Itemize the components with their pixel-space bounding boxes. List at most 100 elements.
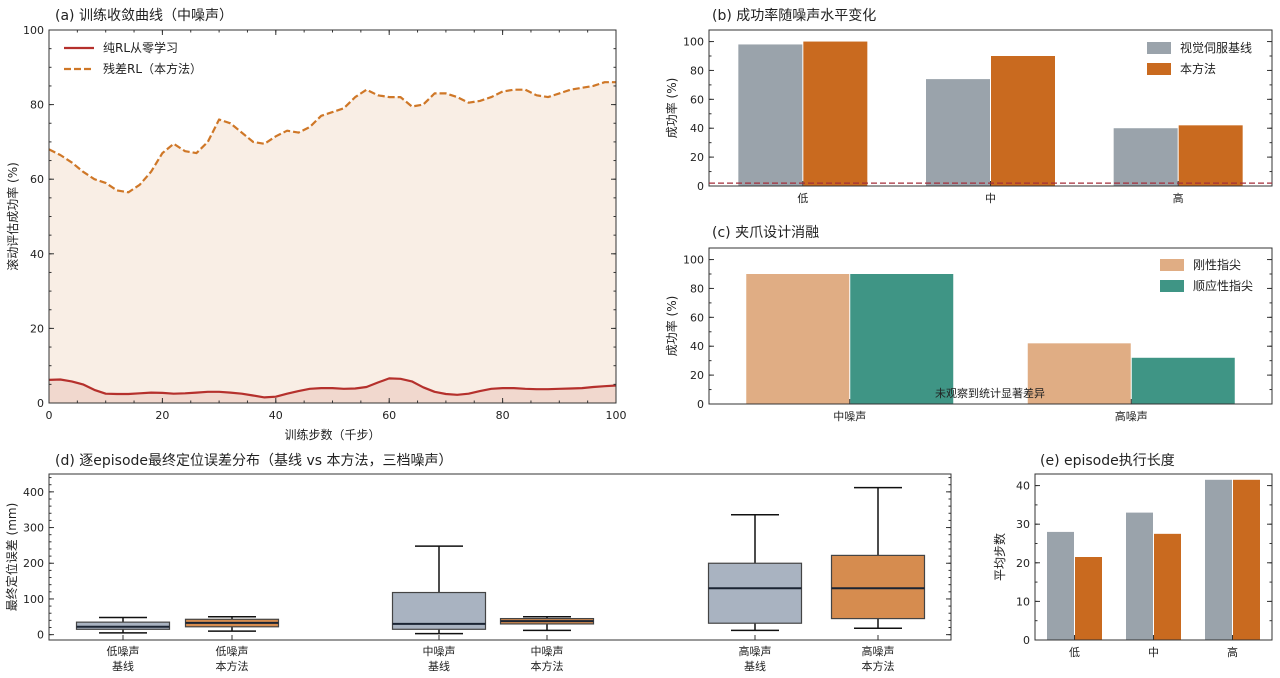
legend-swatch — [1160, 280, 1184, 292]
y-tick-label: 0 — [697, 398, 704, 411]
y-tick-label: 60 — [30, 173, 44, 186]
x-tick-label: 中 — [1148, 646, 1159, 659]
x-tick-label: 中噪声 — [833, 409, 866, 423]
panel-d-title: (d) 逐episode最终定位误差分布（基线 vs 本方法，三档噪声） — [55, 452, 453, 469]
x-tick-label: 中噪声 — [531, 644, 564, 658]
y-tick-label: 100 — [23, 593, 44, 606]
y-tick-label: 40 — [690, 340, 704, 353]
y-tick-label: 20 — [690, 151, 704, 164]
y-axis-label: 滚动评估成功率 (%) — [5, 162, 20, 271]
y-tick-label: 300 — [23, 522, 44, 535]
y-tick-label: 200 — [23, 557, 44, 570]
x-tick-label: 低噪声 — [216, 644, 249, 658]
x-tick-label: 高 — [1173, 191, 1184, 205]
legend-swatch — [1147, 42, 1171, 54]
x-axis-label: 训练步数（千步） — [284, 427, 380, 442]
y-tick-label: 0 — [37, 397, 44, 410]
plot-frame-c — [708, 247, 1273, 405]
box-iqr — [75, 621, 171, 630]
y-tick-label: 0 — [1023, 634, 1030, 647]
plot-frame-d — [48, 473, 952, 641]
panel-a-title: (a) 训练收敛曲线（中噪声） — [55, 8, 233, 24]
y-axis-label: 成功率 (%) — [664, 78, 679, 139]
x-tick-label: 低噪声 — [107, 644, 140, 658]
x-tick-label: 本方法 — [862, 659, 895, 673]
x-tick-label: 基线 — [112, 659, 134, 673]
y-axis-label: 平均步数 — [992, 533, 1007, 581]
bar-e-0-1 — [1126, 512, 1153, 640]
bar-e-1-1 — [1154, 533, 1181, 640]
bar-e-0-0 — [1047, 531, 1074, 640]
y-tick-label: 60 — [690, 93, 704, 106]
bar-b-1-2 — [1178, 125, 1243, 186]
x-tick-label: 基线 — [744, 659, 766, 673]
y-tick-label: 100 — [683, 254, 704, 267]
box-iqr — [707, 562, 803, 624]
bar-b-1-1 — [991, 56, 1055, 186]
x-tick-label: 100 — [606, 409, 627, 422]
bar-e-1-2 — [1233, 479, 1260, 640]
plot-frame-e — [1034, 473, 1273, 641]
y-tick-label: 20 — [1016, 557, 1030, 570]
y-tick-label: 0 — [697, 180, 704, 193]
x-tick-label: 本方法 — [216, 659, 249, 673]
legend-label: 顺应性指尖 — [1193, 278, 1253, 293]
x-tick-label: 中噪声 — [423, 644, 456, 658]
y-tick-label: 60 — [690, 311, 704, 324]
legend-swatch — [1147, 63, 1171, 75]
x-tick-label: 高 — [1227, 645, 1238, 659]
plot-frame-b — [708, 29, 1273, 187]
legend-label: 视觉伺服基线 — [1180, 40, 1252, 55]
x-tick-label: 60 — [382, 409, 396, 422]
x-tick-label: 高噪声 — [862, 644, 895, 658]
y-tick-label: 80 — [30, 99, 44, 112]
legend-label: 刚性指尖 — [1193, 257, 1241, 272]
series-area-residual-rl — [49, 82, 616, 403]
x-tick-label: 高噪声 — [1115, 409, 1148, 423]
y-tick-label: 100 — [23, 24, 44, 37]
y-tick-label: 400 — [23, 486, 44, 499]
annotation-text: 未观察到统计显著差异 — [935, 386, 1045, 400]
x-tick-label: 基线 — [428, 659, 450, 673]
legend-swatch — [1160, 259, 1184, 271]
bar-e-1-0 — [1075, 557, 1102, 640]
series-line-pure-rl — [48, 377, 617, 399]
y-tick-label: 80 — [690, 64, 704, 77]
legend-label: 本方法 — [1180, 61, 1216, 76]
x-tick-label: 0 — [46, 409, 53, 422]
series-line-residual-rl — [48, 81, 616, 194]
bar-b-0-0 — [738, 44, 803, 186]
bar-b-1-0 — [803, 41, 868, 186]
y-tick-label: 0 — [37, 629, 44, 642]
bar-b-0-1 — [926, 79, 990, 186]
bar-c-0-0 — [746, 274, 850, 404]
panel-b-title: (b) 成功率随噪声水平变化 — [712, 7, 876, 24]
bar-e-0-2 — [1205, 479, 1232, 640]
panel-e-title: (e) episode执行长度 — [1040, 453, 1175, 469]
bar-c-0-1 — [1027, 343, 1131, 404]
y-tick-label: 20 — [30, 322, 44, 335]
y-tick-label: 20 — [690, 369, 704, 382]
y-tick-label: 30 — [1016, 518, 1030, 531]
y-tick-label: 100 — [683, 36, 704, 49]
y-tick-label: 40 — [690, 122, 704, 135]
bar-c-1-1 — [1131, 357, 1235, 404]
y-tick-label: 10 — [1016, 595, 1030, 608]
x-tick-label: 低 — [1069, 646, 1080, 659]
y-axis-label: 成功率 (%) — [664, 296, 679, 357]
y-tick-label: 40 — [30, 248, 44, 261]
legend-label: 纯RL从零学习 — [103, 40, 178, 55]
y-axis-label: 最终定位误差 (mm) — [4, 503, 19, 612]
series-area-pure-rl — [49, 378, 616, 403]
x-tick-label: 80 — [496, 409, 510, 422]
x-tick-label: 40 — [269, 409, 283, 422]
x-tick-label: 中 — [985, 192, 996, 205]
x-tick-label: 20 — [155, 409, 169, 422]
y-tick-label: 40 — [1016, 480, 1030, 493]
panel-c-title: (c) 夹爪设计消融 — [712, 225, 819, 241]
x-tick-label: 本方法 — [531, 659, 564, 673]
x-tick-label: 高噪声 — [739, 644, 772, 658]
legend-label: 残差RL（本方法） — [103, 61, 202, 76]
y-tick-label: 80 — [690, 282, 704, 295]
